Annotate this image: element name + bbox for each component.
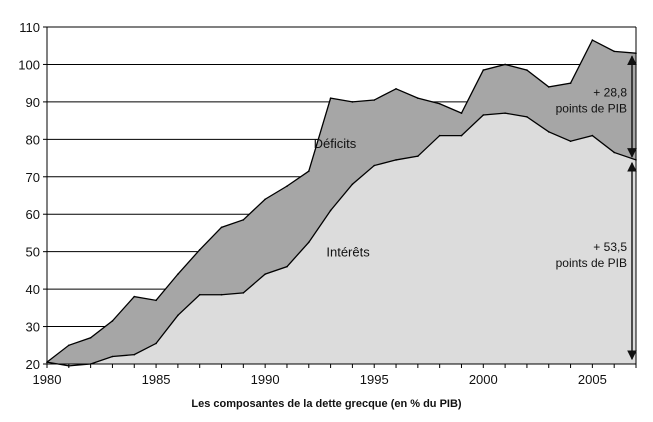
tick-labels: 20 30 40 50 60 70 80 90 100 110 1980 1985 1990 1995 20… <box>18 20 607 387</box>
data-point-interets <box>242 292 245 294</box>
data-point-interets <box>198 293 201 296</box>
data-point-deficits <box>482 69 485 71</box>
data-point-deficits <box>547 86 550 88</box>
data-point-interets <box>373 164 376 167</box>
data-point-deficits <box>613 50 615 53</box>
data-point-interets <box>351 183 354 186</box>
data-point-interets <box>111 355 114 358</box>
data-point-interets <box>526 116 528 118</box>
x-tick-label: 1990 <box>251 372 280 387</box>
data-point-deficits <box>286 185 288 187</box>
annotations: + 28,8 points de PIB + 53,5 points de PIB <box>556 55 637 361</box>
data-point-interets <box>460 134 463 137</box>
annotation-unit-1: points de PIB <box>556 102 627 116</box>
y-tick-label: 80 <box>26 132 40 147</box>
data-point-deficits <box>351 101 354 103</box>
data-point-interets <box>395 159 397 161</box>
y-tick-label: 20 <box>26 357 40 372</box>
data-point-interets <box>155 342 157 345</box>
y-tick-label: 50 <box>26 245 40 260</box>
data-point-deficits <box>526 69 528 71</box>
data-point-deficits <box>591 39 594 41</box>
data-point-deficits <box>373 99 376 101</box>
data-point-deficits <box>89 336 92 339</box>
debt-composition-chart: 20 30 40 50 60 70 80 90 100 110 1980 1985 1990 1995 20… <box>18 20 637 387</box>
y-tick-label: 40 <box>26 282 40 297</box>
data-point-interets <box>307 241 310 244</box>
area-labels: Déficits Intérêts <box>314 136 371 260</box>
data-point-interets <box>547 131 550 133</box>
data-point-deficits <box>264 198 266 201</box>
data-point-interets <box>482 114 485 116</box>
y-tick-label: 70 <box>26 170 40 185</box>
data-point-deficits <box>68 344 70 347</box>
y-tick-label: 100 <box>18 57 40 72</box>
data-point-interets <box>569 140 572 143</box>
y-tick-label: 110 <box>19 20 40 35</box>
data-point-deficits <box>111 320 114 322</box>
data-point-deficits <box>504 63 506 66</box>
annotation-value-2: + 53,5 <box>593 240 627 254</box>
data-point-interets <box>264 273 266 275</box>
annotation-unit-2: points de PIB <box>556 256 627 270</box>
data-point-deficits <box>177 273 179 275</box>
data-point-deficits <box>155 299 157 302</box>
data-point-deficits <box>242 219 245 221</box>
chart-caption: Les composantes de la dette grecque (en … <box>191 398 462 410</box>
y-tick-label: 90 <box>26 95 40 110</box>
series-label-deficits: Déficits <box>314 136 357 151</box>
data-point-interets <box>329 209 332 212</box>
data-point-deficits <box>438 102 441 105</box>
line-interets <box>46 112 637 367</box>
data-point-interets <box>286 265 288 268</box>
data-point-deficits <box>198 248 201 251</box>
x-tick-label: 1985 <box>142 372 171 387</box>
data-point-interets <box>133 353 136 356</box>
data-point-deficits <box>460 112 463 114</box>
area-series <box>46 39 637 367</box>
x-tick-label: 1995 <box>360 372 389 387</box>
line-deficits <box>46 39 637 363</box>
x-tick-label: 1980 <box>33 372 62 387</box>
data-point-interets <box>613 151 615 154</box>
data-point-deficits <box>569 82 572 84</box>
data-point-deficits <box>417 97 419 99</box>
data-point-interets <box>504 112 506 114</box>
data-point-interets <box>417 155 419 157</box>
data-point-deficits <box>395 87 397 90</box>
x-tick-label: 2000 <box>469 372 498 387</box>
data-point-interets <box>438 134 441 137</box>
x-tick-label: 2005 <box>578 372 607 387</box>
data-point-interets <box>177 314 179 317</box>
y-tick-label: 30 <box>26 320 40 335</box>
series-label-interets: Intérêts <box>326 245 370 260</box>
area-interets <box>47 113 636 366</box>
data-point-interets <box>220 293 223 296</box>
data-point-deficits <box>329 97 332 99</box>
data-point-deficits <box>220 226 223 229</box>
data-point-interets <box>591 134 594 137</box>
annotation-value-1: + 28,8 <box>593 86 627 100</box>
data-point-deficits <box>307 170 310 172</box>
data-point-deficits <box>133 295 136 298</box>
y-tick-label: 60 <box>26 207 40 222</box>
